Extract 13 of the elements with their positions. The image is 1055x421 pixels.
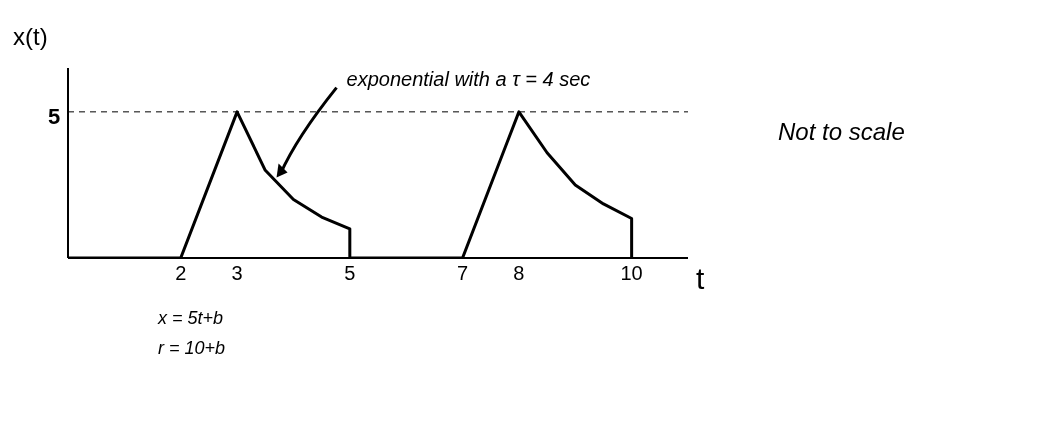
annotation: exponential with a τ = 4 sec	[346, 67, 591, 90]
text: r = 10+b	[158, 338, 226, 359]
x-tick-label: 8	[513, 262, 525, 285]
x-axis-title: t	[696, 261, 705, 295]
x-tick-label: 3	[231, 262, 243, 285]
y-axis-title: x(t)	[13, 23, 48, 51]
text: 5	[48, 104, 61, 130]
x-tick-label: 7	[456, 262, 469, 285]
text: Not to scale	[778, 118, 905, 146]
text: x = 5t+b	[158, 308, 224, 329]
x-tick-label: 2	[175, 262, 187, 285]
x-tick-label: 10	[620, 262, 643, 285]
x-tick-label: 5	[344, 262, 356, 285]
